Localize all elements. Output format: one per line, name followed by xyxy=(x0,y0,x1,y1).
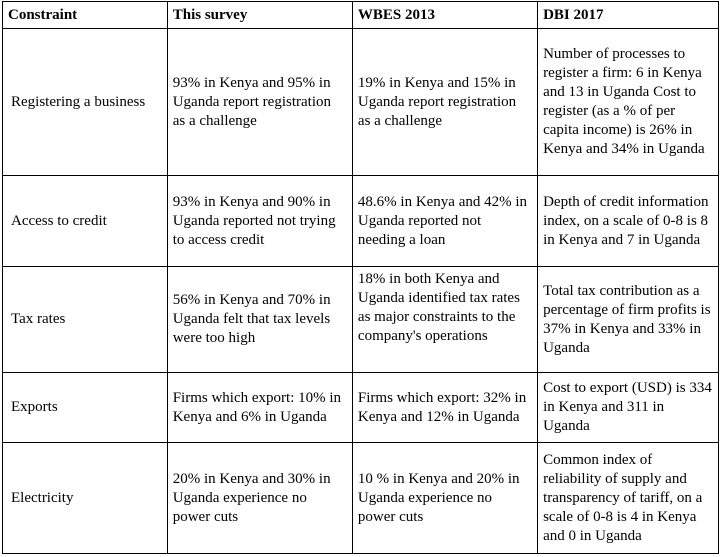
header-wbes-2013: WBES 2013 xyxy=(351,1,539,29)
row-survey-cell: 93% in Kenya and 95% in Uganda report re… xyxy=(166,28,353,176)
row-survey-cell: 20% in Kenya and 30% in Uganda experienc… xyxy=(166,442,353,554)
header-constraint: Constraint xyxy=(2,1,168,29)
table-row: Electricity 20% in Kenya and 30% in Ugan… xyxy=(2,442,719,554)
row-dbi-cell: Total tax contribution as a percentage o… xyxy=(537,266,719,373)
row-wbes-cell: Firms which export: 32% in Kenya and 12%… xyxy=(351,372,539,443)
row-survey-cell: 93% in Kenya and 90% in Uganda reported … xyxy=(166,175,353,267)
row-wbes-cell: 18% in both Kenya and Uganda identified … xyxy=(351,266,539,373)
header-dbi-2017: DBI 2017 xyxy=(537,1,719,29)
row-constraint-cell: Exports xyxy=(2,372,168,443)
row-survey-cell: Firms which export: 10% in Kenya and 6% … xyxy=(166,372,353,443)
row-dbi-cell: Cost to export (USD) is 334 in Kenya and… xyxy=(537,372,719,443)
row-wbes-cell: 10 % in Kenya and 20% in Uganda experien… xyxy=(351,442,539,554)
row-survey-cell: 56% in Kenya and 70% in Uganda felt that… xyxy=(166,266,353,373)
row-dbi-cell: Number of processes to register a firm: … xyxy=(537,28,719,176)
table-row: Access to credit 93% in Kenya and 90% in… xyxy=(2,175,719,267)
row-constraint-cell: Registering a business xyxy=(2,28,168,176)
row-wbes-cell: 48.6% in Kenya and 42% in Uganda reporte… xyxy=(351,175,539,267)
row-wbes-cell: 19% in Kenya and 15% in Uganda report re… xyxy=(351,28,539,176)
table-row: Tax rates 56% in Kenya and 70% in Uganda… xyxy=(2,266,719,373)
table-row: Exports Firms which export: 10% in Kenya… xyxy=(2,372,719,443)
row-constraint-cell: Electricity xyxy=(2,442,168,554)
row-dbi-cell: Depth of credit information index, on a … xyxy=(537,175,719,267)
row-constraint-cell: Access to credit xyxy=(2,175,168,267)
header-this-survey: This survey xyxy=(166,1,353,29)
row-constraint-cell: Tax rates xyxy=(2,266,168,373)
row-dbi-cell: Common index of reliability of supply an… xyxy=(537,442,719,554)
table-row: Registering a business 93% in Kenya and … xyxy=(2,28,719,176)
table-header-row: Constraint This survey WBES 2013 DBI 201… xyxy=(2,1,719,29)
